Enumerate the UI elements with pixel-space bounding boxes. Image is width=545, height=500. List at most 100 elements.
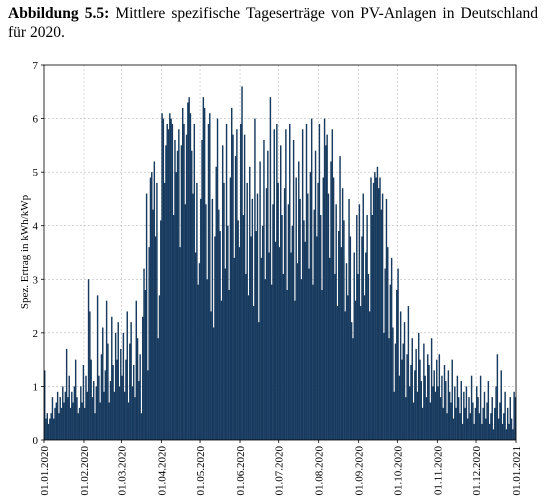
x-tick-label: 01.05.2020 [195, 446, 207, 496]
bar [98, 375, 100, 440]
bar [407, 306, 410, 440]
bar [353, 252, 355, 440]
bar [487, 381, 490, 440]
bar [344, 311, 346, 440]
bar [151, 172, 153, 440]
bar [83, 407, 86, 440]
bar [122, 332, 125, 440]
bar [130, 322, 132, 440]
bar [405, 397, 407, 440]
bar [468, 397, 470, 440]
bar [148, 247, 150, 440]
bar [139, 354, 141, 440]
bar [270, 284, 273, 440]
bar [251, 198, 254, 440]
bar [225, 123, 228, 440]
bar [383, 332, 385, 440]
bar [228, 290, 230, 440]
bar [72, 402, 74, 440]
y-tick-label: 7 [33, 60, 39, 72]
bar [429, 402, 432, 440]
bar [374, 172, 376, 440]
bar [461, 423, 464, 440]
bar [421, 407, 424, 440]
bar [408, 386, 411, 440]
bar [398, 375, 401, 440]
bar [242, 215, 245, 440]
bar [472, 402, 474, 440]
bar [161, 113, 163, 440]
bar [406, 354, 408, 440]
bar [305, 123, 308, 440]
bar [203, 107, 206, 440]
bar [46, 413, 49, 440]
bar [401, 359, 403, 440]
bar [245, 273, 247, 440]
bar [172, 215, 175, 440]
bar [160, 220, 162, 440]
bar [196, 182, 198, 440]
bar [349, 236, 352, 440]
bar [65, 348, 68, 440]
bar [249, 166, 251, 441]
bar [171, 123, 174, 440]
bar [214, 236, 216, 440]
bar [73, 386, 76, 440]
bar [181, 107, 184, 440]
bar [392, 327, 394, 440]
bar [303, 220, 305, 440]
bar [388, 338, 390, 440]
bar [335, 204, 337, 440]
bar [170, 118, 172, 441]
bar [290, 252, 292, 440]
y-tick-label: 0 [33, 435, 39, 447]
bar [424, 375, 426, 440]
bar [82, 365, 85, 440]
bar [307, 193, 309, 440]
bar [80, 386, 82, 440]
bar [478, 413, 481, 440]
bar [387, 247, 389, 440]
bar [459, 413, 461, 440]
bar [51, 397, 54, 440]
x-tick-label: 01.01.2021 [511, 446, 523, 496]
bar [396, 290, 398, 440]
bar [176, 150, 179, 440]
x-tick-label: 01.11.2020 [432, 446, 444, 496]
bar [268, 252, 270, 440]
x-tick-label: 01.10.2020 [392, 446, 404, 496]
bar [256, 193, 259, 440]
bar [504, 391, 506, 440]
bar [62, 386, 64, 440]
bar [215, 166, 217, 441]
bar [362, 193, 364, 440]
bar [367, 273, 370, 440]
bar [299, 198, 301, 440]
bar [365, 252, 367, 440]
bar [454, 386, 456, 440]
bar [378, 188, 380, 440]
bar [416, 391, 419, 440]
bar [512, 429, 514, 440]
bar [380, 209, 383, 440]
bar [108, 402, 110, 440]
bar [486, 402, 488, 440]
bar [438, 354, 441, 440]
bar [308, 268, 310, 440]
bar [312, 284, 314, 440]
bar [240, 123, 242, 440]
bar [295, 177, 297, 440]
bar [64, 391, 67, 440]
bar [131, 386, 134, 440]
bar [194, 252, 197, 440]
bar [500, 370, 502, 440]
bar [310, 118, 313, 441]
bar [143, 268, 145, 440]
bar [264, 279, 266, 440]
bar [104, 370, 107, 440]
bar [479, 375, 482, 440]
bar [167, 129, 170, 441]
bar [397, 268, 399, 440]
bar [280, 145, 282, 440]
bar [60, 407, 63, 440]
